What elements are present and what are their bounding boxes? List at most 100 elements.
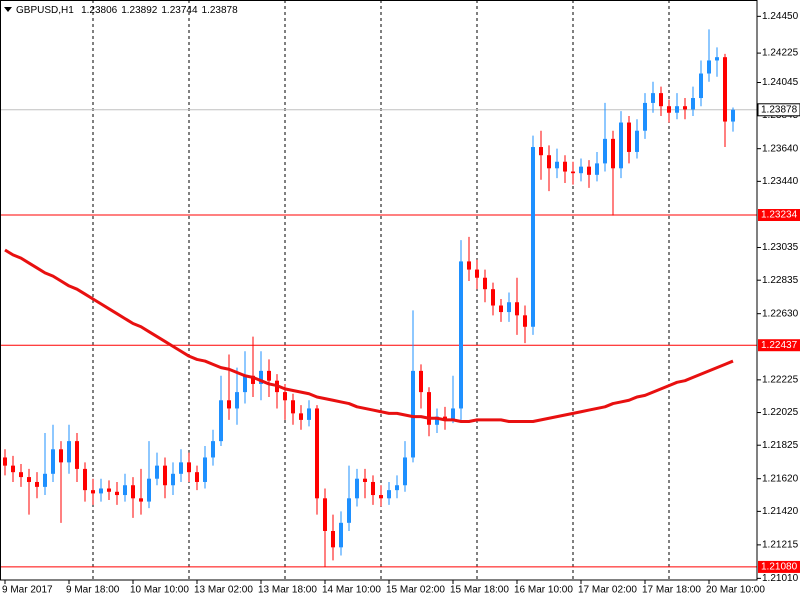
candle-body bbox=[187, 462, 191, 473]
candle-body bbox=[531, 147, 535, 327]
level-box bbox=[758, 339, 800, 352]
plot-frame bbox=[0, 0, 758, 581]
candle-body bbox=[115, 491, 119, 496]
candle-body bbox=[611, 138, 615, 169]
candle-body bbox=[683, 106, 687, 110]
candle-body bbox=[515, 302, 519, 316]
candle-body bbox=[659, 93, 663, 107]
header-open: 1.23806 bbox=[81, 5, 118, 16]
x-tick-label: 9 Mar 18:00 bbox=[66, 585, 120, 596]
x-tick-label: 16 Mar 10:00 bbox=[514, 585, 573, 596]
y-tick-label: 1.21215 bbox=[762, 540, 799, 551]
candle-body bbox=[99, 488, 103, 494]
y-tick-label: 1.22225 bbox=[762, 374, 799, 385]
candle-body bbox=[171, 473, 175, 486]
candle-body bbox=[667, 106, 671, 113]
candle-body bbox=[539, 147, 543, 156]
candle-body bbox=[555, 161, 559, 169]
candle-body bbox=[11, 465, 15, 473]
candle-body bbox=[371, 481, 375, 496]
candle-body bbox=[211, 441, 215, 458]
candle-body bbox=[299, 413, 303, 420]
candle-body bbox=[571, 171, 575, 174]
candle-body bbox=[579, 166, 583, 174]
candle-body bbox=[259, 370, 263, 384]
candle-body bbox=[715, 57, 719, 61]
candle-body bbox=[547, 155, 551, 169]
candle-body bbox=[163, 465, 167, 486]
x-tick-label: 17 Mar 18:00 bbox=[642, 585, 701, 596]
candle-body bbox=[627, 122, 631, 152]
y-tick-label: 1.23035 bbox=[762, 242, 799, 253]
menu-triangle[interactable] bbox=[4, 7, 12, 12]
candle-body bbox=[19, 472, 23, 478]
candle-body bbox=[619, 122, 623, 169]
candle-body bbox=[179, 462, 183, 474]
candle-body bbox=[603, 138, 607, 164]
x-tick-label: 9 Mar 2017 bbox=[2, 585, 53, 596]
level-label: 1.23234 bbox=[761, 210, 798, 221]
y-tick-label: 1.23440 bbox=[762, 176, 799, 187]
candle-body bbox=[499, 305, 503, 313]
header-low: 1.23744 bbox=[161, 5, 198, 16]
candle-body bbox=[331, 530, 335, 548]
candle-body bbox=[227, 400, 231, 409]
x-tick-label: 15 Mar 02:00 bbox=[386, 585, 445, 596]
candle-body bbox=[291, 400, 295, 414]
candle-body bbox=[427, 392, 431, 425]
price-box bbox=[757, 103, 800, 117]
candle-body bbox=[651, 93, 655, 103]
candle-body bbox=[131, 485, 135, 499]
moving-average bbox=[4, 248, 734, 424]
candle-body bbox=[411, 370, 415, 458]
y-tick-label: 1.22025 bbox=[762, 407, 799, 418]
x-tick-label: 10 Mar 10:00 bbox=[130, 585, 189, 596]
candle-body bbox=[435, 416, 439, 425]
x-tick-label: 17 Mar 02:00 bbox=[578, 585, 637, 596]
y-tick-label: 1.21420 bbox=[762, 506, 799, 517]
candle-body bbox=[475, 269, 479, 278]
y-tick-label: 1.24450 bbox=[762, 11, 799, 22]
x-tick-label: 13 Mar 02:00 bbox=[194, 585, 253, 596]
candle-body bbox=[51, 449, 55, 474]
level-label: 1.22437 bbox=[761, 340, 798, 351]
candle-body bbox=[707, 60, 711, 74]
candle-body bbox=[307, 408, 311, 420]
candle-body bbox=[419, 370, 423, 393]
candle-body bbox=[43, 473, 47, 487]
candle-body bbox=[75, 441, 79, 469]
candle-body bbox=[731, 109, 735, 122]
candle-body bbox=[459, 261, 463, 409]
candle-body bbox=[235, 392, 239, 409]
y-tick-label: 1.21620 bbox=[762, 473, 799, 484]
candle-body bbox=[467, 261, 471, 270]
y-tick-label: 1.21010 bbox=[762, 573, 799, 584]
candle-body bbox=[203, 457, 207, 482]
candle-body bbox=[635, 130, 639, 152]
candle-body bbox=[483, 277, 487, 290]
candle-body bbox=[355, 478, 359, 499]
candle-body bbox=[283, 392, 287, 401]
x-tick-label: 15 Mar 18:00 bbox=[450, 585, 509, 596]
candle-body bbox=[723, 57, 727, 122]
y-tick-label: 1.24045 bbox=[762, 77, 799, 88]
candle-body bbox=[35, 481, 39, 487]
candle-body bbox=[219, 400, 223, 442]
x-tick-label: 20 Mar 10:00 bbox=[706, 585, 765, 596]
y-tick-label: 1.22630 bbox=[762, 308, 799, 319]
candle-body bbox=[699, 73, 703, 99]
candle-body bbox=[451, 408, 455, 420]
candle-body bbox=[139, 498, 143, 502]
candle-body bbox=[379, 495, 383, 499]
x-tick-label: 14 Mar 10:00 bbox=[322, 585, 381, 596]
candle-body bbox=[27, 477, 31, 482]
candle-body bbox=[195, 472, 199, 482]
header-high: 1.23892 bbox=[121, 5, 158, 16]
candle-body bbox=[59, 449, 63, 463]
candle-body bbox=[147, 478, 151, 502]
candle-body bbox=[315, 408, 319, 499]
candle-body bbox=[267, 370, 271, 381]
